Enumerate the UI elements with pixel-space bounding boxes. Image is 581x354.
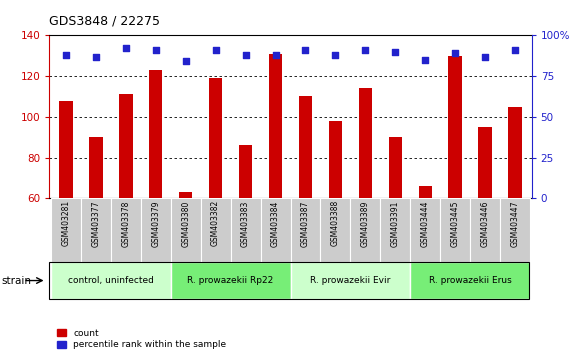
Bar <box>260 198 290 262</box>
Text: GSM403378: GSM403378 <box>121 200 130 246</box>
Text: GSM403444: GSM403444 <box>421 200 430 247</box>
Point <box>271 52 280 58</box>
Bar <box>239 145 252 198</box>
Text: GSM403445: GSM403445 <box>451 200 460 247</box>
Bar <box>470 198 500 262</box>
Bar <box>410 198 440 262</box>
Point <box>151 47 160 53</box>
Text: GSM403380: GSM403380 <box>181 200 190 246</box>
Point <box>91 54 101 59</box>
Bar <box>321 198 350 262</box>
Text: R. prowazekii Rp22: R. prowazekii Rp22 <box>188 276 274 285</box>
Text: GSM403382: GSM403382 <box>211 200 220 246</box>
Text: GSM403383: GSM403383 <box>241 200 250 246</box>
Bar <box>478 127 492 198</box>
Bar <box>141 198 171 262</box>
Point <box>390 49 400 55</box>
Text: strain: strain <box>2 275 32 286</box>
Bar <box>350 198 381 262</box>
Bar <box>149 70 163 198</box>
Point <box>121 46 130 51</box>
Text: GSM403384: GSM403384 <box>271 200 280 246</box>
Text: GSM403391: GSM403391 <box>391 200 400 246</box>
Point <box>331 52 340 58</box>
Bar <box>179 192 192 198</box>
Bar <box>200 198 231 262</box>
Bar <box>209 78 223 198</box>
Bar <box>231 198 260 262</box>
Bar <box>171 262 290 299</box>
Bar <box>508 107 522 198</box>
Point <box>211 47 220 53</box>
Bar <box>449 56 462 198</box>
Text: R. prowazekii Erus: R. prowazekii Erus <box>429 276 512 285</box>
Bar <box>81 198 111 262</box>
Bar <box>418 186 432 198</box>
Bar <box>389 137 402 198</box>
Point <box>301 47 310 53</box>
Bar <box>51 262 171 299</box>
Text: GSM403446: GSM403446 <box>480 200 490 247</box>
Bar <box>440 198 470 262</box>
Point <box>241 52 250 58</box>
Bar <box>171 198 200 262</box>
Text: control, uninfected: control, uninfected <box>68 276 154 285</box>
Bar <box>500 198 530 262</box>
Bar <box>119 95 132 198</box>
Bar <box>59 101 73 198</box>
Legend: count, percentile rank within the sample: count, percentile rank within the sample <box>57 329 226 349</box>
Point <box>421 57 430 63</box>
Text: GSM403447: GSM403447 <box>511 200 519 247</box>
Bar <box>299 96 312 198</box>
Bar <box>410 262 530 299</box>
Bar <box>329 121 342 198</box>
Point <box>480 54 490 59</box>
Point <box>181 59 191 64</box>
Bar <box>269 54 282 198</box>
Text: GSM403388: GSM403388 <box>331 200 340 246</box>
Point <box>61 52 70 58</box>
Text: GSM403379: GSM403379 <box>151 200 160 247</box>
Text: GSM403389: GSM403389 <box>361 200 370 246</box>
Text: GSM403377: GSM403377 <box>91 200 101 247</box>
Bar <box>111 198 141 262</box>
Bar <box>51 198 81 262</box>
Point <box>451 51 460 56</box>
Point <box>511 47 520 53</box>
Bar <box>358 88 372 198</box>
Bar <box>290 262 410 299</box>
Text: R. prowazekii Evir: R. prowazekii Evir <box>310 276 390 285</box>
Bar <box>89 137 103 198</box>
Bar <box>290 198 321 262</box>
Text: GDS3848 / 22275: GDS3848 / 22275 <box>49 14 160 27</box>
Point <box>361 47 370 53</box>
Bar <box>381 198 410 262</box>
Text: GSM403281: GSM403281 <box>62 200 70 246</box>
Text: GSM403387: GSM403387 <box>301 200 310 246</box>
